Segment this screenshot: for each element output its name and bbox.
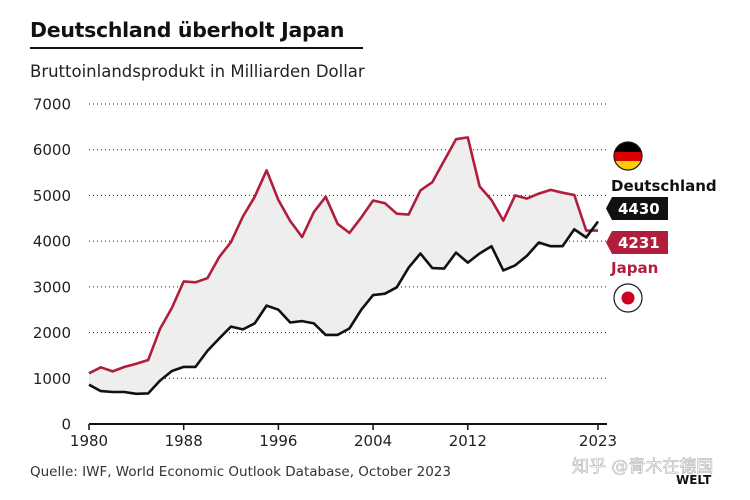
end-value-japan: 4231	[618, 234, 660, 252]
x-tick-label: 2012	[449, 432, 487, 450]
y-tick-label: 5000	[33, 187, 71, 205]
title-underline	[30, 47, 363, 49]
x-axis-ticks: 1980 1988 1996 2004 2012 2023	[70, 424, 617, 450]
y-tick-label: 3000	[33, 278, 71, 296]
y-tick-label: 4000	[33, 233, 71, 251]
y-tick-label: 1000	[33, 370, 71, 388]
x-tick-label: 2023	[579, 432, 617, 450]
y-tick-label: 7000	[33, 96, 71, 114]
source-note: Quelle: IWF, World Economic Outlook Data…	[30, 464, 451, 480]
x-tick-label: 2004	[354, 432, 392, 450]
series-line-germany	[88, 220, 600, 396]
y-tick-label: 6000	[33, 141, 71, 159]
chart-subtitle: Bruttoinlandsprodukt in Milliarden Dolla…	[30, 62, 365, 81]
x-tick-label: 1996	[259, 432, 297, 450]
flag-germany-icon	[613, 141, 643, 171]
x-tick-label: 1988	[165, 432, 203, 450]
chart-title: Deutschland überholt Japan	[30, 18, 345, 42]
watermark-text: 知乎 @青木在德国	[572, 457, 713, 477]
gap-area-fill	[89, 137, 598, 394]
series-name-germany: Deutschland	[611, 177, 717, 195]
end-label-japan: 4231	[606, 231, 668, 254]
y-tick-label: 2000	[33, 324, 71, 342]
series-name-japan: Japan	[610, 259, 658, 277]
x-tick-label: 1980	[70, 432, 108, 450]
y-tick-label: 0	[61, 416, 71, 434]
end-value-germany: 4430	[618, 200, 660, 218]
welt-logo: WELT	[676, 473, 712, 487]
flag-japan-icon	[613, 283, 643, 313]
series-line-japan	[88, 136, 598, 375]
end-label-germany: 4430	[606, 197, 668, 220]
y-axis-ticks: 0 1000 2000 3000 4000 5000 6000 7000	[33, 96, 71, 434]
